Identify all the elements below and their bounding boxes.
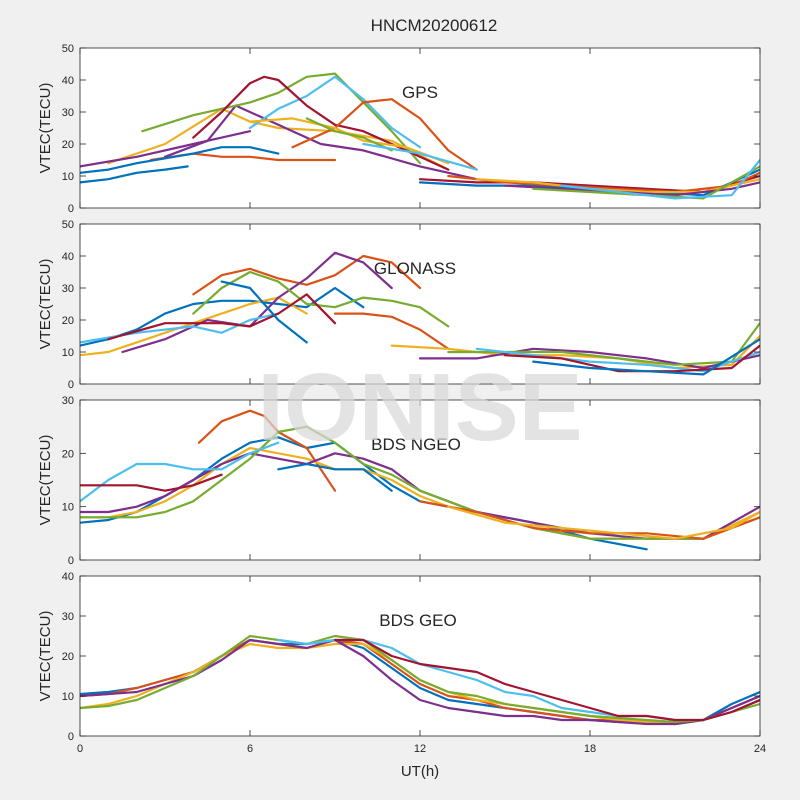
series-line-8 xyxy=(277,462,393,492)
series-group xyxy=(80,409,760,551)
panel-4: 0 6 12 18 24 0 10 20 30 40 VTEC(TECU) BDS GEO UT(h) xyxy=(37,571,766,780)
y-tick-label: 20 xyxy=(62,139,74,151)
series-line-1 xyxy=(80,165,189,184)
x-tick-label: 6 xyxy=(247,743,253,755)
panel-2: 0 10 20 30 40 50 VTEC(TECU) GLONASS xyxy=(37,219,761,391)
panel-annotation: GPS xyxy=(402,83,438,102)
y-tick-label: 0 xyxy=(68,731,74,743)
series-line-8 xyxy=(80,146,280,174)
y-tick-label: 0 xyxy=(68,555,74,567)
series-line-2 xyxy=(192,254,422,296)
y-tick-label: 10 xyxy=(62,502,74,514)
series-line-5 xyxy=(141,72,422,165)
y-tick-label: 30 xyxy=(62,283,74,295)
plot-area xyxy=(80,48,760,208)
y-tick-label: 20 xyxy=(62,315,74,327)
series-line-11 xyxy=(80,130,252,168)
panel-annotation: GLONASS xyxy=(374,259,456,278)
series-group xyxy=(80,251,760,376)
series-line-15 xyxy=(532,338,760,376)
series-line-13 xyxy=(362,142,478,171)
x-tick-label: 24 xyxy=(754,743,766,755)
series-line-4 xyxy=(163,104,478,181)
series-line-8 xyxy=(220,280,308,344)
series-line-5 xyxy=(192,270,450,328)
x-tick-label: 12 xyxy=(414,743,426,755)
panel-annotation: BDS GEO xyxy=(379,611,456,630)
series-line-4 xyxy=(121,251,393,354)
y-tick-label: 30 xyxy=(62,107,74,119)
x-tick-label: 18 xyxy=(584,743,596,755)
y-tick-label: 20 xyxy=(62,448,74,460)
series-line-6 xyxy=(80,441,280,503)
y-tick-label: 40 xyxy=(62,75,74,87)
y-tick-label: 50 xyxy=(62,219,74,231)
series-line-10 xyxy=(447,505,760,540)
series-line-5 xyxy=(80,425,760,540)
y-axis-label: VTEC(TECU) xyxy=(37,83,54,174)
y-axis-label: VTEC(TECU) xyxy=(37,259,54,350)
series-line-5 xyxy=(80,634,760,724)
y-tick-label: 10 xyxy=(62,347,74,359)
figure-title: HNCM20200612 xyxy=(371,16,498,35)
series-line-7 xyxy=(80,473,223,492)
y-tick-label: 10 xyxy=(62,691,74,703)
y-tick-label: 0 xyxy=(68,203,74,215)
series-line-2 xyxy=(197,409,337,492)
y-tick-label: 20 xyxy=(62,651,74,663)
series-line-9 xyxy=(333,312,450,350)
y-tick-label: 10 xyxy=(62,171,74,183)
series-line-9 xyxy=(418,500,760,540)
y-axis-label: VTEC(TECU) xyxy=(37,611,54,702)
x-axis-label: UT(h) xyxy=(401,763,439,780)
panel-3: 0 10 20 30 VTEC(TECU) BDS NGEO xyxy=(37,395,761,567)
x-tick-label: 0 xyxy=(77,743,83,755)
series-line-6 xyxy=(248,75,422,149)
y-tick-label: 50 xyxy=(62,43,74,55)
series-line-20 xyxy=(560,158,760,200)
y-tick-label: 30 xyxy=(62,611,74,623)
plot-area xyxy=(80,576,760,736)
panel-annotation: BDS NGEO xyxy=(371,435,461,454)
y-tick-label: 40 xyxy=(62,571,74,583)
series-group xyxy=(80,634,760,726)
series-group xyxy=(80,72,760,200)
series-line-12 xyxy=(305,117,393,152)
y-axis-label: VTEC(TECU) xyxy=(37,435,54,526)
series-line-7 xyxy=(333,638,760,722)
watermark: IONISE xyxy=(257,354,582,461)
series-line-11 xyxy=(418,347,760,370)
y-tick-label: 40 xyxy=(62,251,74,263)
panel-1: 0 10 20 30 40 50 VTEC(TECU) GPS xyxy=(37,43,761,215)
series-line-7 xyxy=(107,293,337,341)
panels: 0 10 20 30 40 50 VTEC(TECU) GPS 0 10 20 30 40 50 VTEC(… xyxy=(37,43,766,780)
y-tick-label: 30 xyxy=(62,395,74,407)
y-tick-label: 0 xyxy=(68,379,74,391)
